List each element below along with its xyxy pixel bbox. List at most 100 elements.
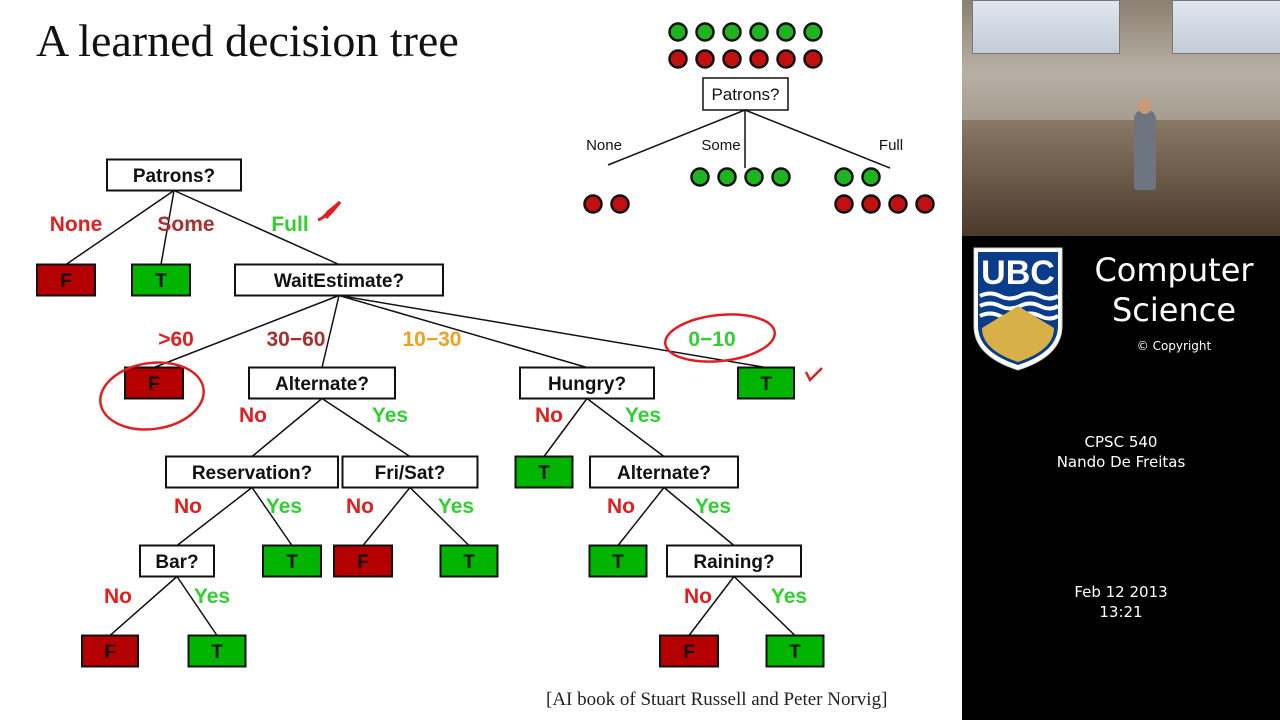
leaf-node-box	[588, 544, 648, 578]
department-line1: Computer	[1094, 251, 1254, 289]
tree-edge	[688, 576, 735, 636]
leaf-node-box	[439, 544, 499, 578]
lecture-hall-desks	[962, 120, 1280, 236]
tree-edge	[153, 294, 340, 369]
projector-screen-left	[972, 0, 1120, 54]
positive-example-dot	[744, 167, 764, 187]
edge-label-yes: Yes	[771, 585, 807, 608]
tree-edge	[543, 398, 588, 457]
leaf-node-box	[737, 366, 795, 400]
positive-example-dot	[771, 167, 791, 187]
tree-edge	[251, 487, 293, 546]
split-branch-line	[607, 109, 746, 166]
test-node-box	[234, 263, 444, 297]
leaf-node-box	[81, 634, 139, 668]
test-node-label: Alternate?	[275, 374, 369, 395]
test-node-label: Raining?	[693, 552, 774, 573]
leaf-node-box	[124, 366, 184, 400]
negative-example-dot	[668, 49, 688, 69]
leaf-node-box	[765, 634, 825, 668]
tree-edge	[586, 397, 665, 458]
positive-example-dot	[803, 22, 823, 42]
positive-example-dot	[861, 167, 881, 187]
leaf-node-box	[187, 634, 247, 668]
edge-label-full: Full	[271, 213, 308, 236]
tree-edge	[338, 294, 588, 369]
split-branch-line	[744, 109, 891, 169]
test-node-label: Fri/Sat?	[375, 463, 446, 484]
positive-example-dot	[834, 167, 854, 187]
edge-label-none: None	[50, 213, 103, 236]
svg-text:UBC: UBC	[981, 254, 1055, 292]
test-node-label: Reservation?	[192, 463, 312, 484]
leaf-node-label: T	[463, 552, 475, 573]
edge-label-yes: Yes	[194, 585, 230, 608]
split-root-box	[702, 77, 789, 111]
tree-edge	[617, 487, 665, 546]
test-node-box	[341, 455, 479, 489]
leaf-node-label: F	[357, 552, 369, 573]
negative-example-dot	[722, 49, 742, 69]
leaf-node-label: T	[155, 271, 167, 292]
lecturer-video	[962, 0, 1280, 236]
tree-edge	[663, 486, 735, 547]
sidebar: UBC Computer Science © Copyright CPSC 54…	[962, 0, 1280, 720]
test-node-box	[165, 455, 339, 489]
edge-label-no: No	[535, 404, 563, 427]
edge-label-yes: Yes	[438, 495, 474, 518]
leaf-node-label: F	[148, 374, 160, 395]
edge-label-no: No	[239, 404, 267, 427]
tree-edge	[160, 190, 175, 265]
positive-example-dot	[749, 22, 769, 42]
test-node-box	[666, 544, 802, 578]
leaf-node-box	[659, 634, 719, 668]
split-branch-label: Some	[701, 137, 740, 154]
positive-example-dot	[776, 22, 796, 42]
positive-example-dot	[722, 22, 742, 42]
leaf-node-label: T	[612, 552, 624, 573]
negative-example-dot	[834, 194, 854, 214]
leaf-node-label: F	[683, 642, 695, 663]
tree-edge	[251, 397, 323, 458]
tree-edge	[321, 397, 411, 458]
tree-edge	[338, 294, 767, 369]
leaf-node-label: T	[211, 642, 223, 663]
edge-label-yes: Yes	[372, 404, 408, 427]
edge-label-no: No	[346, 495, 374, 518]
edge-label-0-10: 0−10	[688, 328, 735, 351]
positive-example-dot	[717, 167, 737, 187]
annotation-circle	[99, 361, 205, 431]
annotation-check-icon	[317, 200, 342, 222]
leaf-node-box	[36, 263, 96, 297]
department-line2: Science	[1111, 291, 1237, 329]
instructor-name: Nando De Freitas	[1056, 453, 1186, 471]
lecture-date: Feb 12 2013	[1074, 583, 1168, 601]
tree-edge	[173, 189, 340, 266]
negative-example-dot	[803, 49, 823, 69]
slide-title: A learned decision tree	[36, 15, 459, 66]
tree-edge	[362, 487, 411, 546]
edge-label-no: No	[174, 495, 202, 518]
split-root-label: Patrons?	[711, 85, 779, 104]
positive-example-dot	[695, 22, 715, 42]
edge-label-10-30: 10−30	[403, 328, 462, 351]
tree-edge	[176, 576, 218, 636]
annotation-circle	[663, 313, 777, 363]
leaf-node-label: F	[60, 271, 72, 292]
test-node-label: Patrons?	[133, 166, 215, 187]
negative-example-dot	[861, 194, 881, 214]
tree-edge	[733, 575, 796, 637]
negative-example-dot	[776, 49, 796, 69]
edge-label-30-60: 30−60	[267, 328, 326, 351]
annotation-check-icon	[804, 367, 823, 383]
tree-edge	[65, 189, 175, 266]
edge-label--60: >60	[158, 328, 194, 351]
negative-example-dot	[915, 194, 935, 214]
edge-label-yes: Yes	[266, 495, 302, 518]
test-node-label: WaitEstimate?	[274, 271, 404, 292]
positive-example-dot	[668, 22, 688, 42]
test-node-box	[589, 455, 739, 489]
negative-example-dot	[749, 49, 769, 69]
test-node-box	[248, 366, 396, 400]
